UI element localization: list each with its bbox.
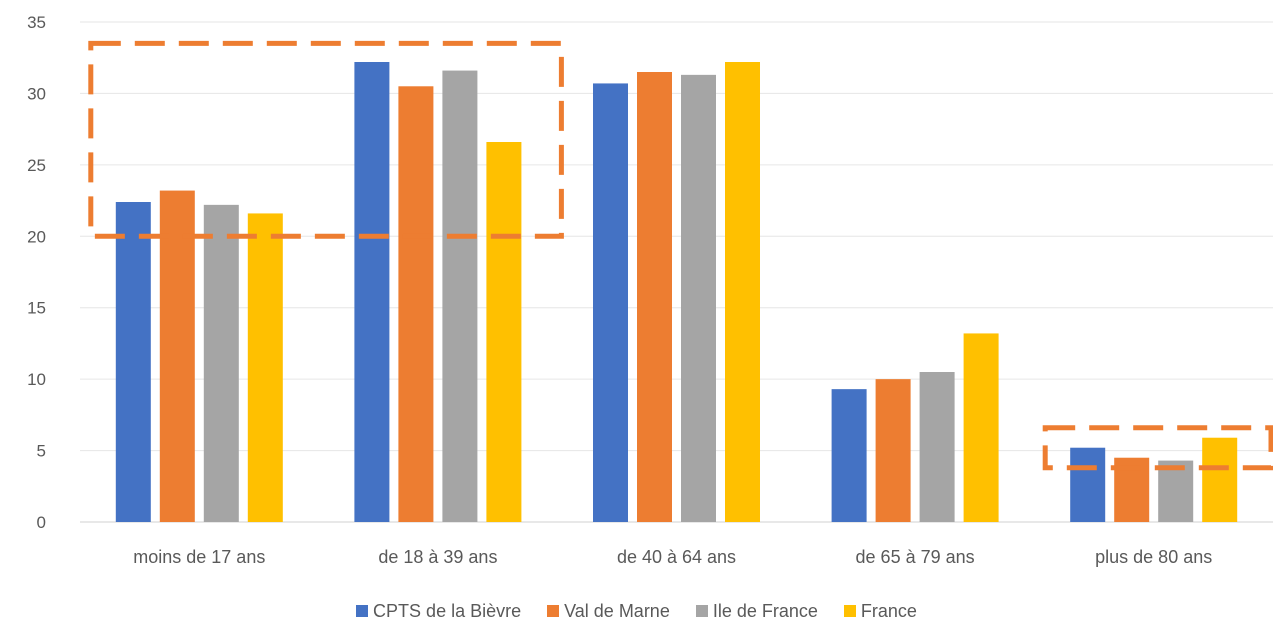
legend-item: France [843,600,917,622]
legend-item: Val de Marne [547,601,670,622]
bar [159,190,195,523]
legend-swatch [843,605,856,617]
legend-label: France [860,600,917,621]
bar [831,389,867,522]
bar [593,83,628,522]
legend-label: Ile de France [712,600,818,621]
bar [919,372,955,522]
y-tick-label: 20 [27,227,46,246]
y-tick-label: 30 [27,84,46,103]
annotation-dashed-box [88,40,564,239]
x-tick-label: de 18 à 39 ans [378,547,497,567]
bar [637,72,672,522]
legend-item: Ile de France [695,600,818,622]
bar [1158,460,1194,522]
x-tick-label: plus de 80 ans [1095,547,1212,567]
bar [398,86,434,523]
bars [115,62,1238,523]
x-tick-label: moins de 17 ans [133,547,265,567]
legend-swatch [356,605,369,617]
bar [354,62,390,522]
bar [1070,447,1106,522]
legend-swatch [547,605,560,617]
y-tick-label: 10 [27,370,46,389]
y-tick-label: 5 [37,442,46,461]
y-tick-label: 25 [27,156,46,175]
bar [115,202,151,522]
bar [1202,437,1238,522]
legend-swatch [695,605,708,617]
legend-label: Val de Marne [564,600,670,621]
bar [486,142,522,522]
x-tick-label: de 65 à 79 ans [856,547,975,567]
y-tick-label: 35 [27,13,46,32]
legend-label: CPTS de la Bièvre [373,600,522,621]
bar [203,204,239,522]
x-axis-ticks: moins de 17 ans de 18 à 39 ans de 40 à 64 … [133,547,1212,567]
y-tick-label: 0 [37,513,46,532]
legend-item: CPTS de la Bièvre [356,601,521,622]
annotations [88,40,1273,471]
annotation-dashed-box [1042,425,1273,471]
bar [725,62,760,522]
bar [247,213,283,522]
bar [875,379,911,522]
y-axis-ticks: 0 5 10 15 20 25 30 35 [27,13,46,532]
bar-chart: 0 5 10 15 20 25 30 35 moins de 17 ans de 18 à 39… [27,13,1273,567]
bar [442,70,478,523]
legend: CPTS de la Bièvre Val de Marne Ile de Fran… [0,597,1273,625]
bar [963,333,999,522]
y-tick-label: 15 [27,299,46,318]
x-tick-label: de 40 à 64 ans [617,547,736,567]
bar [681,74,716,522]
